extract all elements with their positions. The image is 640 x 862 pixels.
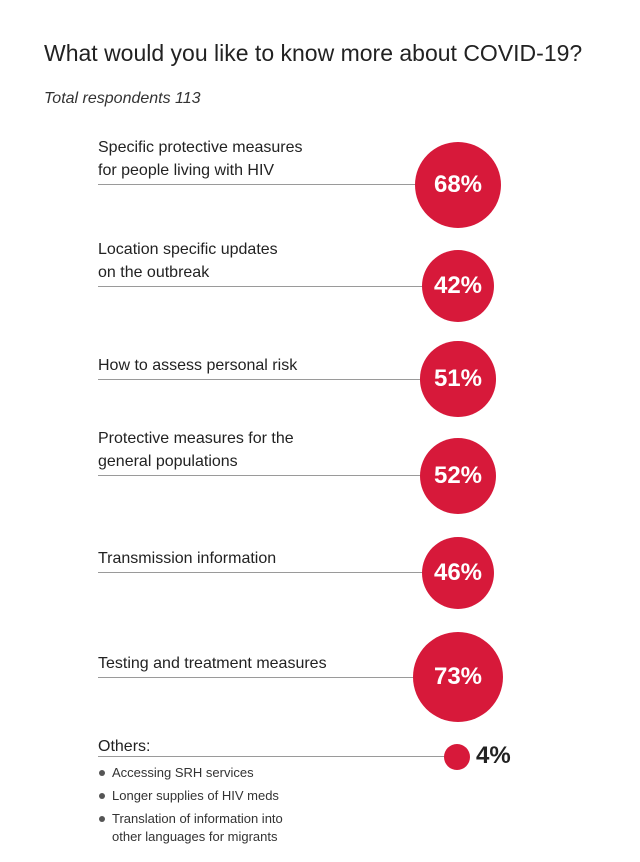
value-bubble: 51% (420, 341, 496, 417)
row-label: Transmission information (98, 550, 277, 567)
bullet-icon (99, 770, 105, 776)
others-detail-text: Accessing SRH services (112, 765, 254, 780)
row-label: Location specific updates on the outbrea… (98, 241, 278, 281)
others-detail-item: Translation of information into other la… (98, 810, 283, 846)
value-bubble: 52% (420, 438, 496, 514)
others-detail-item: Accessing SRH services (98, 764, 283, 782)
row-rule (98, 475, 458, 476)
value-bubble: 73% (413, 632, 503, 722)
value-bubble: 42% (422, 250, 494, 322)
row-rule (98, 286, 458, 287)
others-rule (98, 756, 448, 757)
others-label: Others: (98, 738, 151, 755)
value-bubble: 46% (422, 537, 494, 609)
value-bubble: 68% (414, 141, 502, 229)
row-label: Protective measures for the general popu… (98, 430, 294, 470)
row-rule (98, 184, 458, 185)
bullet-icon (99, 793, 105, 799)
row-label: How to assess personal risk (98, 357, 298, 374)
row-rule (98, 379, 458, 380)
others-bubble (444, 744, 470, 770)
row-rule (98, 572, 458, 573)
others-detail-text: Translation of information into other la… (112, 811, 283, 844)
chart-title: What would you like to know more about C… (44, 40, 583, 66)
row-label: Testing and treatment measures (98, 655, 327, 672)
bullet-icon (99, 816, 105, 822)
others-value: 4% (476, 742, 511, 769)
row-rule (98, 677, 458, 678)
chart-subtitle: Total respondents 113 (44, 90, 201, 107)
row-label: Specific protective measures for people … (98, 139, 303, 179)
others-detail-text: Longer supplies of HIV meds (112, 788, 279, 803)
others-detail-list: Accessing SRH services Longer supplies o… (98, 764, 283, 851)
others-detail-item: Longer supplies of HIV meds (98, 787, 283, 805)
